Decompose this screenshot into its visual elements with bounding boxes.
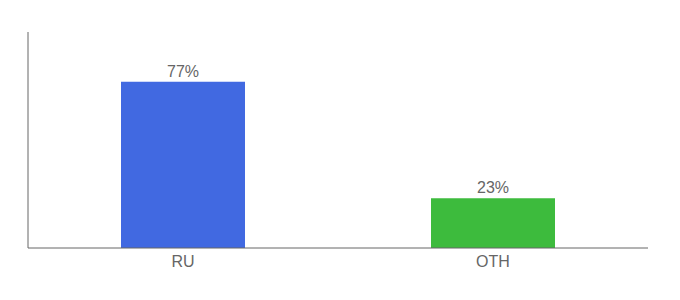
svg-text:77%: 77% [167, 63, 199, 80]
svg-text:OTH: OTH [476, 253, 510, 270]
svg-text:23%: 23% [477, 179, 509, 196]
svg-text:RU: RU [171, 253, 194, 270]
